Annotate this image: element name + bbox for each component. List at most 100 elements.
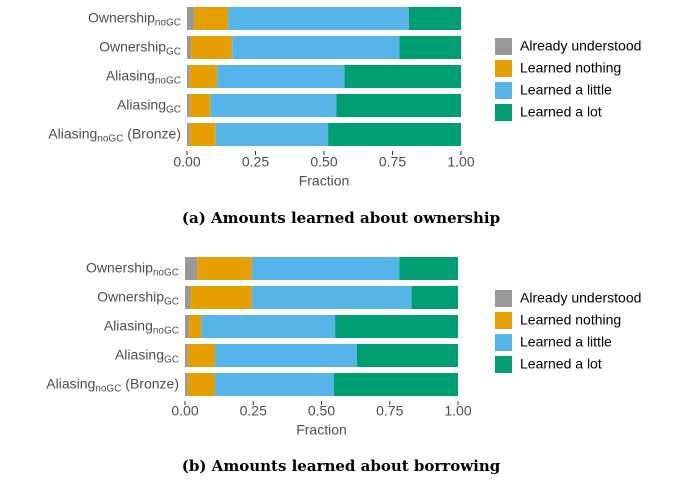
- bar-segment: [228, 7, 409, 30]
- category-text: Ownership: [97, 288, 164, 304]
- bar-segment: [215, 123, 329, 146]
- category-sub: noGC: [155, 75, 181, 86]
- bar-segment: [187, 94, 190, 117]
- bar-segment: [344, 65, 461, 88]
- bar-segment: [408, 7, 461, 30]
- bar-segment: [187, 7, 195, 30]
- legend-swatch: [495, 312, 512, 329]
- bar-segment: [328, 123, 461, 146]
- bar-segment: [201, 315, 336, 338]
- category-suffix: (Bronze): [123, 125, 181, 141]
- bar-segment: [336, 94, 461, 117]
- x-tick-label: 0.00: [173, 154, 200, 170]
- legend-swatch: [495, 356, 512, 373]
- y-tick-label: OwnershipnoGC: [86, 259, 179, 278]
- category-sub: GC: [164, 354, 179, 365]
- bar-segment: [185, 315, 190, 338]
- legend-label: Learned a little: [520, 82, 612, 98]
- category-text: Aliasing: [48, 125, 97, 141]
- bar-segment: [189, 315, 202, 338]
- category-sub: GC: [164, 296, 179, 307]
- bar-segment: [333, 373, 458, 396]
- bar-segment: [217, 65, 345, 88]
- bar-segment: [399, 36, 461, 59]
- x-tick-label: 1.00: [447, 154, 474, 170]
- legend-label: Learned a little: [520, 334, 612, 350]
- bar-segment: [356, 344, 458, 367]
- legend-label: Learned a lot: [520, 104, 602, 120]
- legend-label: Already understood: [520, 38, 641, 54]
- category-sub: noGC: [97, 133, 123, 144]
- y-tick-label: AliasingGC: [115, 346, 179, 365]
- bar-segment: [335, 315, 458, 338]
- legend-label: Already understood: [520, 290, 641, 306]
- x-tick-label: 0.25: [240, 403, 267, 419]
- bar-segment: [185, 373, 188, 396]
- category-text: Aliasing: [115, 346, 164, 362]
- caption: (a) Amounts learned about ownership: [182, 209, 500, 227]
- bar-segment: [185, 344, 188, 367]
- bar-segment: [187, 36, 192, 59]
- x-tick-label: 0.50: [308, 403, 335, 419]
- y-tick-label: OwnershipnoGC: [88, 9, 181, 28]
- bar-segment: [185, 257, 198, 280]
- category-text: Aliasing: [46, 375, 95, 391]
- bar-segment: [187, 344, 216, 367]
- category-text: Ownership: [86, 259, 153, 275]
- x-axis-label: Fraction: [296, 422, 347, 438]
- bar-segment: [189, 65, 218, 88]
- bar-segment: [197, 257, 252, 280]
- category-text: Aliasing: [104, 317, 153, 333]
- bar-segment: [185, 286, 191, 309]
- bar-segment: [187, 373, 216, 396]
- bar-segment: [187, 123, 190, 146]
- bar-segment: [251, 257, 400, 280]
- legend-label: Learned nothing: [520, 60, 621, 76]
- bar-segment: [232, 36, 400, 59]
- category-sub: noGC: [153, 325, 179, 336]
- bar-segment: [189, 123, 216, 146]
- category-sub: noGC: [153, 267, 179, 278]
- x-tick-label: 1.00: [444, 403, 471, 419]
- x-axis-label: Fraction: [299, 173, 350, 189]
- bar-segment: [411, 286, 458, 309]
- legend-label: Learned nothing: [520, 312, 621, 328]
- bar-segment: [190, 286, 252, 309]
- x-tick-label: 0.75: [376, 403, 403, 419]
- category-sub: GC: [166, 104, 181, 115]
- category-text: Aliasing: [117, 96, 166, 112]
- y-tick-label: AliasingnoGC: [106, 67, 181, 86]
- legend-swatch: [495, 38, 512, 55]
- bar-segment: [210, 94, 337, 117]
- category-text: Aliasing: [106, 67, 155, 83]
- caption: (b) Amounts learned about borrowing: [182, 457, 501, 475]
- category-sub: noGC: [155, 17, 181, 28]
- y-tick-label: AliasingGC: [117, 96, 181, 115]
- bar-segment: [191, 36, 233, 59]
- x-tick-label: 0.50: [310, 154, 337, 170]
- legend-swatch: [495, 104, 512, 121]
- y-tick-label: AliasingnoGC (Bronze): [46, 375, 179, 394]
- bar-segment: [251, 286, 412, 309]
- y-tick-label: OwnershipGC: [99, 38, 181, 57]
- legend-swatch: [495, 60, 512, 77]
- x-tick-label: 0.25: [242, 154, 269, 170]
- x-tick-label: 0.00: [171, 403, 198, 419]
- category-sub: noGC: [95, 383, 121, 394]
- bar-segment: [189, 94, 211, 117]
- bar-segment: [399, 257, 458, 280]
- category-text: Ownership: [88, 9, 155, 25]
- bar-segment: [187, 65, 190, 88]
- category-text: Ownership: [99, 38, 166, 54]
- category-suffix: (Bronze): [121, 375, 179, 391]
- legend-label: Learned a lot: [520, 356, 602, 372]
- bar-segment: [194, 7, 229, 30]
- y-tick-label: AliasingnoGC: [104, 317, 179, 336]
- x-tick-label: 0.75: [379, 154, 406, 170]
- y-tick-label: AliasingnoGC (Bronze): [48, 125, 181, 144]
- legend-swatch: [495, 82, 512, 99]
- category-sub: GC: [166, 46, 181, 57]
- bar-segment: [215, 373, 334, 396]
- legend-swatch: [495, 290, 512, 307]
